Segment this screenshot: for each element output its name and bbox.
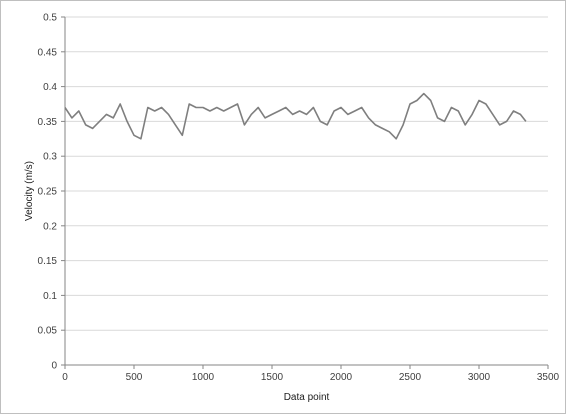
y-tick-label: 0 xyxy=(51,361,57,372)
y-tick-label: 0.1 xyxy=(43,291,57,302)
x-tick-label: 3000 xyxy=(468,372,491,383)
gridlines xyxy=(65,16,548,331)
y-tick-label: 0.25 xyxy=(38,187,58,198)
x-tick-label: 0 xyxy=(62,372,68,383)
x-tick-label: 3500 xyxy=(537,372,560,383)
x-axis-title: Data point xyxy=(284,392,330,403)
x-tick-label: 1000 xyxy=(192,372,215,383)
y-tick-label: 0.4 xyxy=(43,82,57,93)
x-tick-label: 2500 xyxy=(399,372,422,383)
axes xyxy=(61,16,549,369)
y-tick-label: 0.15 xyxy=(38,256,58,267)
y-tick-label: 0.2 xyxy=(43,221,57,232)
x-tick-label: 2000 xyxy=(330,372,353,383)
y-tick-label: 0.3 xyxy=(43,152,57,163)
y-tick-label: 0.35 xyxy=(38,117,58,128)
x-tick-label: 1500 xyxy=(261,372,284,383)
tick-labels: 0 0.05 0.1 0.15 0.2 0.25 0.3 0.35 0.4 0.45 0.5 0 500… xyxy=(38,13,560,384)
y-tick-label: 0.5 xyxy=(43,13,57,24)
y-axis-title: Velocity (m/s) xyxy=(24,161,35,221)
series-line xyxy=(64,92,527,140)
series-layer xyxy=(64,92,527,140)
y-tick-label: 0.45 xyxy=(38,47,58,58)
y-tick-label: 0.05 xyxy=(38,326,58,337)
x-tick-label: 500 xyxy=(126,372,143,383)
